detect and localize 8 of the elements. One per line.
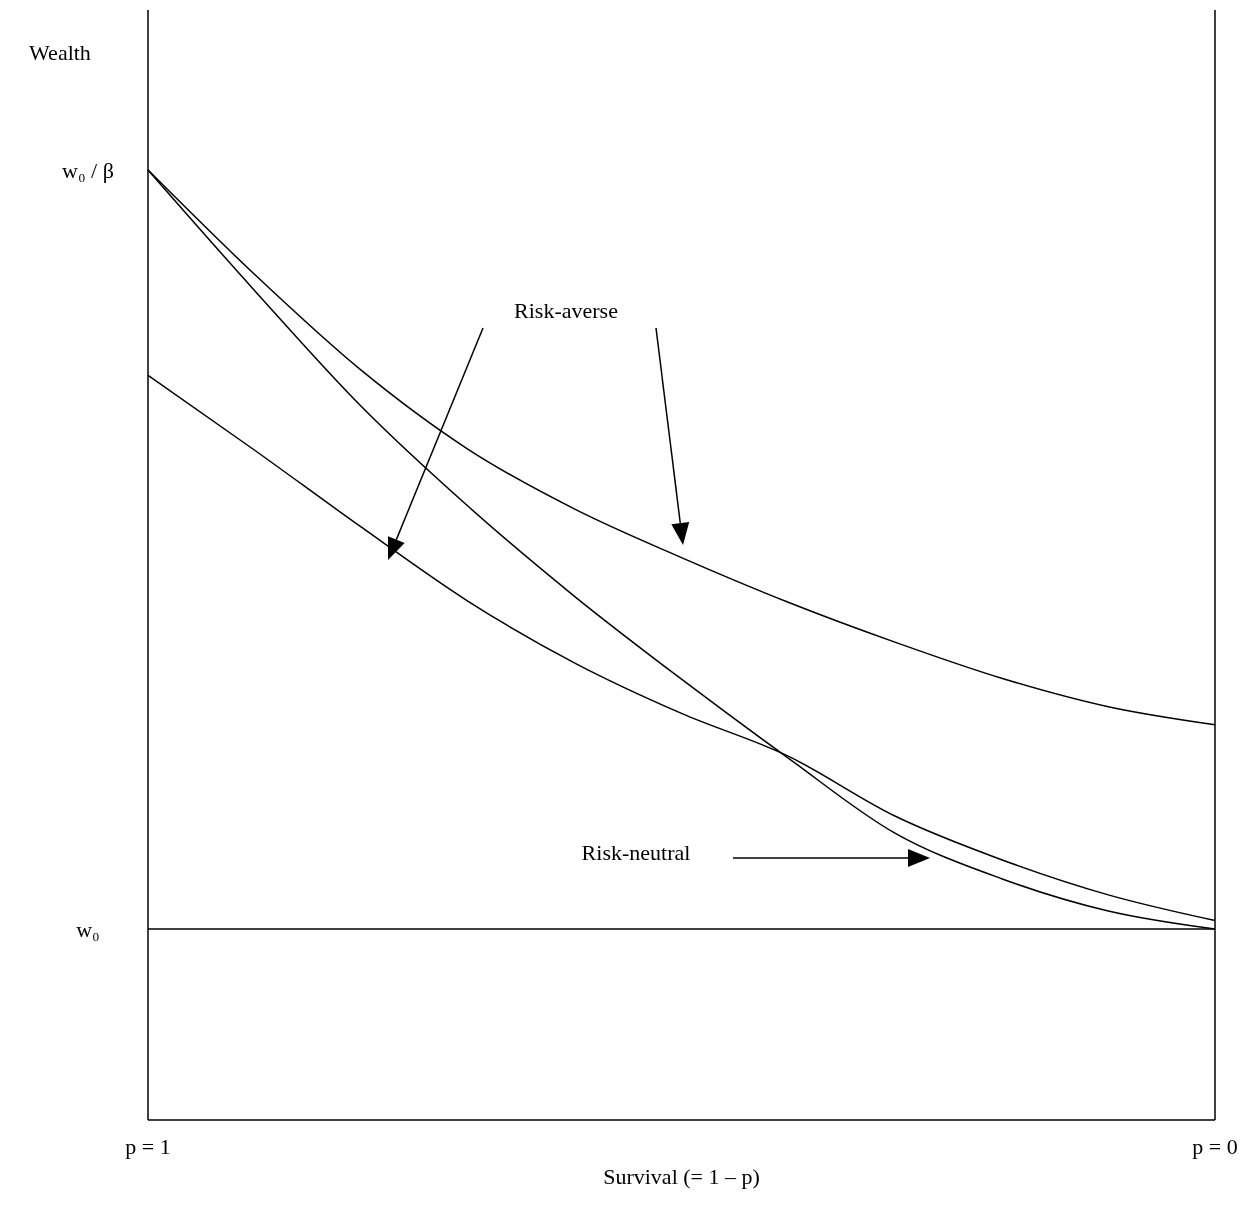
annotation: Risk-averse bbox=[514, 298, 618, 323]
annotation: Risk-neutral bbox=[581, 840, 691, 865]
x-tick-label: p = 0 bbox=[1192, 1134, 1238, 1159]
x-axis-title: Survival (= 1 – p) bbox=[603, 1164, 760, 1189]
text: w₀ / β bbox=[62, 157, 114, 183]
x-tick-label: p = 1 bbox=[125, 1134, 171, 1159]
text: Wealth bbox=[29, 39, 91, 65]
text: w₀ bbox=[76, 916, 100, 942]
